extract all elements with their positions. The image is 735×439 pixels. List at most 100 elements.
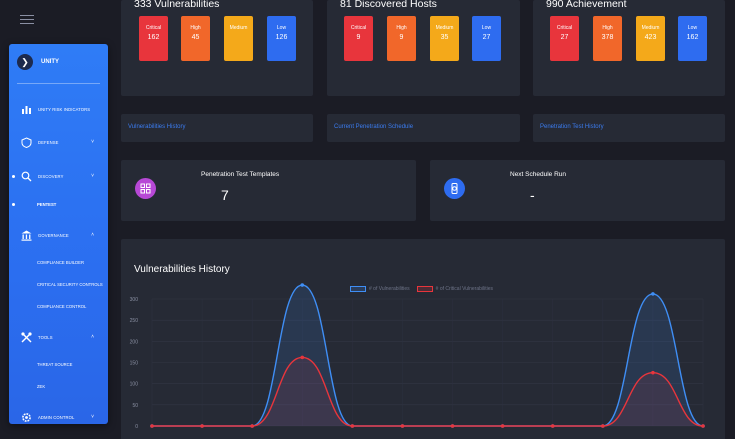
sidebar-item-governance[interactable]: GOVERNANCE ˄ (9, 229, 108, 241)
penetration-test-history-link-card[interactable]: Penetration Test History (533, 114, 725, 142)
badge-label: Medium (641, 25, 660, 31)
legend-label: # of Vulnerabilities (369, 286, 410, 292)
vulnerabilities-history-chart-card: Vulnerabilities History # of Vulnerabili… (121, 239, 725, 439)
sidebar-item-critical-security-controls[interactable]: CRITICAL SECURITY CONTROLS (37, 282, 103, 287)
high-badge[interactable]: High 45 (181, 16, 210, 61)
y-tick-label: 250 (130, 318, 139, 324)
data-point (450, 424, 455, 428)
y-tick-label: 300 (130, 297, 139, 303)
watch-icon (444, 178, 465, 199)
badge-value: 35 (440, 34, 449, 41)
sidebar-item-compliance-control[interactable]: COMPLIANCE CONTROL (37, 304, 87, 309)
legend-label: # of Critical Vulnerabilities (435, 286, 494, 292)
info-title: Next Schedule Run (510, 171, 567, 178)
low-badge[interactable]: Low 27 (472, 16, 501, 61)
vulnerabilities-history-chart: 0 50 100 150 200 250 300 (130, 283, 705, 430)
stat-title: 990 Achievement (546, 0, 627, 10)
bar-chart-icon (20, 103, 32, 115)
series-area (152, 285, 703, 426)
data-point (350, 424, 355, 428)
vulnerabilities-history-link-card[interactable]: Vulnerabilities History (121, 114, 313, 142)
sidebar-brand[interactable]: ❯ UNITY (17, 54, 59, 70)
data-point (400, 424, 405, 428)
high-badge[interactable]: High 378 (593, 16, 622, 61)
penetration-test-history-link[interactable]: Penetration Test History (540, 124, 604, 130)
legend-item-critical-vulnerabilities[interactable]: # of Critical Vulnerabilities (416, 286, 494, 292)
sidebar-item-pentest[interactable]: PENTEST (37, 202, 57, 207)
badge-value: 9 (399, 34, 404, 41)
info-title: Penetration Test Templates (201, 171, 280, 178)
menu-toggle-icon[interactable] (20, 12, 34, 26)
low-badge[interactable]: Low 162 (678, 16, 707, 61)
badge-label: Medium (435, 25, 454, 31)
data-point (651, 292, 655, 296)
badge-label: Low (687, 25, 698, 31)
sidebar-item-discovery[interactable]: DISCOVERY ˅ (9, 170, 108, 182)
next-schedule-run-card[interactable]: Next Schedule Run - (430, 160, 725, 221)
penetration-test-templates-card[interactable]: Penetration Test Templates 7 (121, 160, 416, 221)
chart-legend: # of Vulnerabilities # of Critical Vulne… (350, 286, 500, 292)
medium-badge[interactable]: Medium 423 (636, 16, 665, 61)
critical-badge[interactable]: Critical 27 (550, 16, 579, 61)
data-point (500, 424, 505, 428)
sidebar-divider (17, 83, 100, 84)
chart-title: Vulnerabilities History (134, 264, 230, 275)
chevron-icon: ˄ (91, 232, 94, 238)
y-tick-label: 0 (135, 424, 138, 430)
low-badge[interactable]: Low 126 (267, 16, 296, 61)
badge-label: Critical (145, 25, 162, 31)
sidebar-item-threat-source[interactable]: THREAT SOURCE (37, 362, 73, 367)
active-dot (12, 175, 15, 178)
medium-badge[interactable]: Medium 35 (430, 16, 459, 61)
chevron-icon: ˅ (91, 173, 94, 179)
data-point (601, 424, 605, 428)
y-tick-label: 50 (132, 403, 138, 409)
achievement-card: 990 Achievement Critical 27 High 378 Mediu… (533, 0, 725, 96)
sidebar-item-label: UNITY RISK INDICATORS (38, 106, 91, 112)
brand-logo-icon: ❯ (17, 54, 33, 70)
badge-value: 423 (644, 34, 657, 41)
sidebar-item-label: DISCOVERY (38, 173, 64, 179)
high-badge[interactable]: High 9 (387, 16, 416, 61)
legend-swatch (350, 286, 366, 292)
badge-label: Critical (556, 25, 573, 31)
data-point (550, 424, 555, 428)
chevron-icon: ˅ (91, 414, 94, 420)
sidebar-item-admin-control[interactable]: ADMIN CONTROL ˅ (9, 411, 108, 423)
y-tick-label: 200 (130, 339, 139, 345)
badge-value: 27 (482, 34, 491, 41)
badge-label: Low (481, 25, 492, 31)
y-tick-label: 150 (130, 361, 139, 367)
chevron-icon: ˄ (91, 334, 94, 340)
badge-value: 9 (356, 34, 361, 41)
vulnerabilities-history-link[interactable]: Vulnerabilities History (128, 124, 186, 130)
stat-title: 81 Discovered Hosts (340, 0, 437, 10)
medium-badge[interactable]: Medium (224, 16, 253, 61)
chevron-icon: ˅ (91, 139, 94, 145)
y-tick-label: 100 (130, 382, 139, 388)
sidebar-item-risk-indicators[interactable]: UNITY RISK INDICATORS (9, 103, 108, 115)
critical-badge[interactable]: Critical 9 (344, 16, 373, 61)
info-value: 7 (221, 187, 229, 203)
sidebar-item-tools[interactable]: TOOLS ˄ (9, 331, 108, 343)
critical-badge[interactable]: Critical 162 (139, 16, 168, 61)
legend-swatch (416, 286, 433, 292)
data-point (701, 424, 705, 428)
series-area (152, 357, 703, 426)
current-penetration-schedule-link-card[interactable]: Current Penetration Schedule (327, 114, 520, 142)
badge-value: 27 (560, 34, 569, 41)
sidebar-item-label: DEFENSE (38, 139, 59, 145)
current-penetration-schedule-link[interactable]: Current Penetration Schedule (334, 124, 414, 130)
sidebar-item-compliance-builder[interactable]: COMPLIANCE BUILDER (37, 260, 85, 265)
tools-icon (20, 331, 32, 343)
badge-label: Low (276, 25, 287, 31)
badge-value: 126 (275, 34, 288, 41)
sidebar-item-defense[interactable]: DEFENSE ˅ (9, 136, 108, 148)
gear-icon (20, 411, 32, 423)
template-icon (135, 178, 156, 199)
sidebar-item-zek[interactable]: ZEK (37, 384, 46, 389)
sidebar-item-label: ADMIN CONTROL (38, 414, 75, 420)
legend-item-vulnerabilities[interactable]: # of Vulnerabilities (350, 286, 410, 292)
pentest-dot (12, 203, 15, 206)
search-icon (20, 170, 32, 182)
